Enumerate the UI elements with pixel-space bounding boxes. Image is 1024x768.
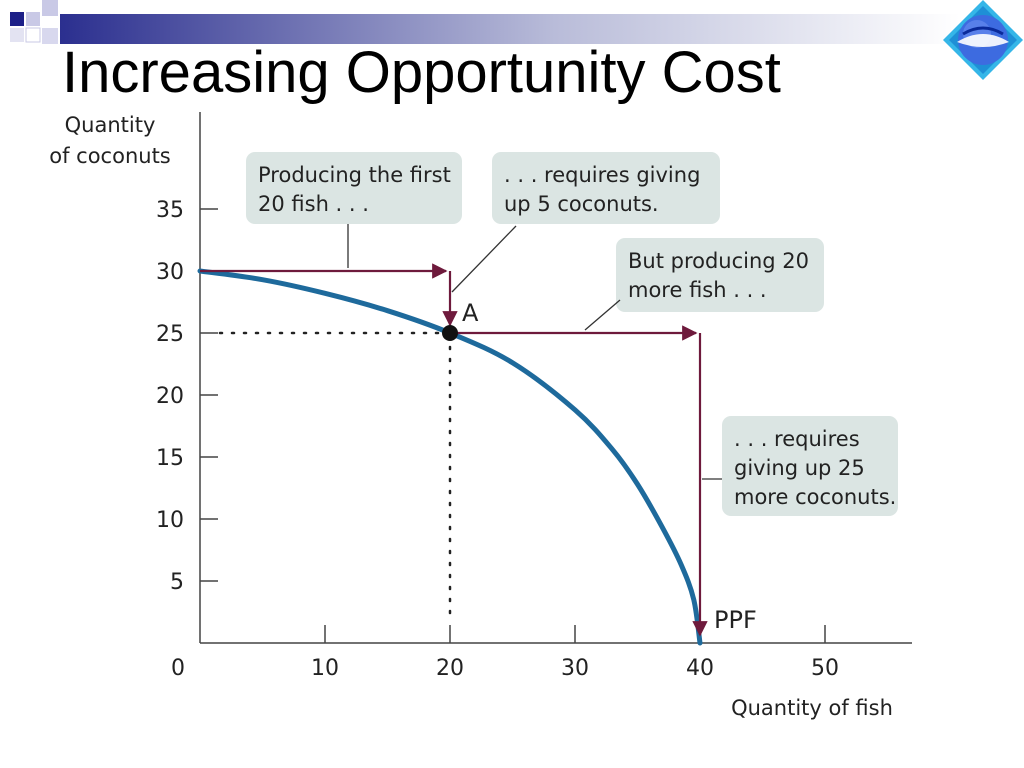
callout-text-line: more coconuts. [734, 485, 896, 509]
y-tick-label: 25 [156, 322, 184, 347]
y-axis-label-line-1: Quantity [65, 113, 156, 137]
ppf-curve [197, 268, 703, 646]
y-tick-label: 35 [156, 198, 184, 223]
callout-box [616, 238, 824, 312]
x-tick-label: 50 [811, 656, 839, 681]
ppf-label: PPF [714, 606, 757, 634]
callout-text-line: . . . requires [734, 427, 860, 451]
callout-text-line: up 5 coconuts. [504, 192, 659, 216]
globe-diamond-logo-icon [943, 0, 1023, 80]
y-tick-label: 30 [156, 260, 184, 285]
point-markers [442, 325, 458, 341]
origin-label: 0 [171, 656, 185, 681]
page-title: Increasing Opportunity Cost [62, 40, 781, 105]
callout-4: . . . requires giving up 25 more coconuts. [702, 416, 898, 516]
header-square-pattern [10, 0, 58, 44]
y-tick-label: 20 [156, 384, 184, 409]
x-tick-label: 30 [561, 656, 589, 681]
callout-text-line: giving up 25 [734, 456, 865, 480]
dotted-guides [218, 331, 452, 619]
callout-box [492, 152, 720, 224]
point-a-label: A [462, 299, 479, 327]
callout-text-line: more fish . . . [628, 278, 767, 302]
callout-box [246, 152, 462, 224]
x-tick-label: 10 [311, 656, 339, 681]
callouts: Producing the first 20 fish . . . . . . re… [246, 152, 898, 516]
x-tick-label: 20 [436, 656, 464, 681]
callout-1: Producing the first 20 fish . . . [246, 152, 462, 268]
ppf-curve-layer [197, 268, 703, 646]
callout-2: . . . requires giving up 5 coconuts. [451, 152, 720, 293]
y-tick-label: 5 [170, 570, 184, 595]
callout-leader-line [584, 299, 621, 331]
y-tick-label: 15 [156, 446, 184, 471]
movement-arrows [200, 263, 708, 637]
callout-text-line: . . . requires giving [504, 163, 700, 187]
callout-text-line: But producing 20 [628, 249, 809, 273]
y-tick-label: 10 [156, 508, 184, 533]
callout-box [722, 416, 898, 516]
x-tick-label: 40 [686, 656, 714, 681]
point-a-marker [442, 325, 458, 341]
y-axis-label-line-2: of coconuts [49, 144, 171, 168]
header-gradient-bar [60, 14, 960, 44]
x-axis-label: Quantity of fish [731, 696, 893, 720]
slide-header-decoration [10, 0, 1023, 80]
callout-3: But producing 20 more fish . . . [584, 238, 824, 331]
callout-text-line: Producing the first [258, 163, 451, 187]
callout-leader-line [451, 225, 517, 293]
callout-text-line: 20 fish . . . [258, 192, 369, 216]
axes: 5 10 15 20 25 30 35 10 20 30 40 50 [156, 112, 912, 681]
